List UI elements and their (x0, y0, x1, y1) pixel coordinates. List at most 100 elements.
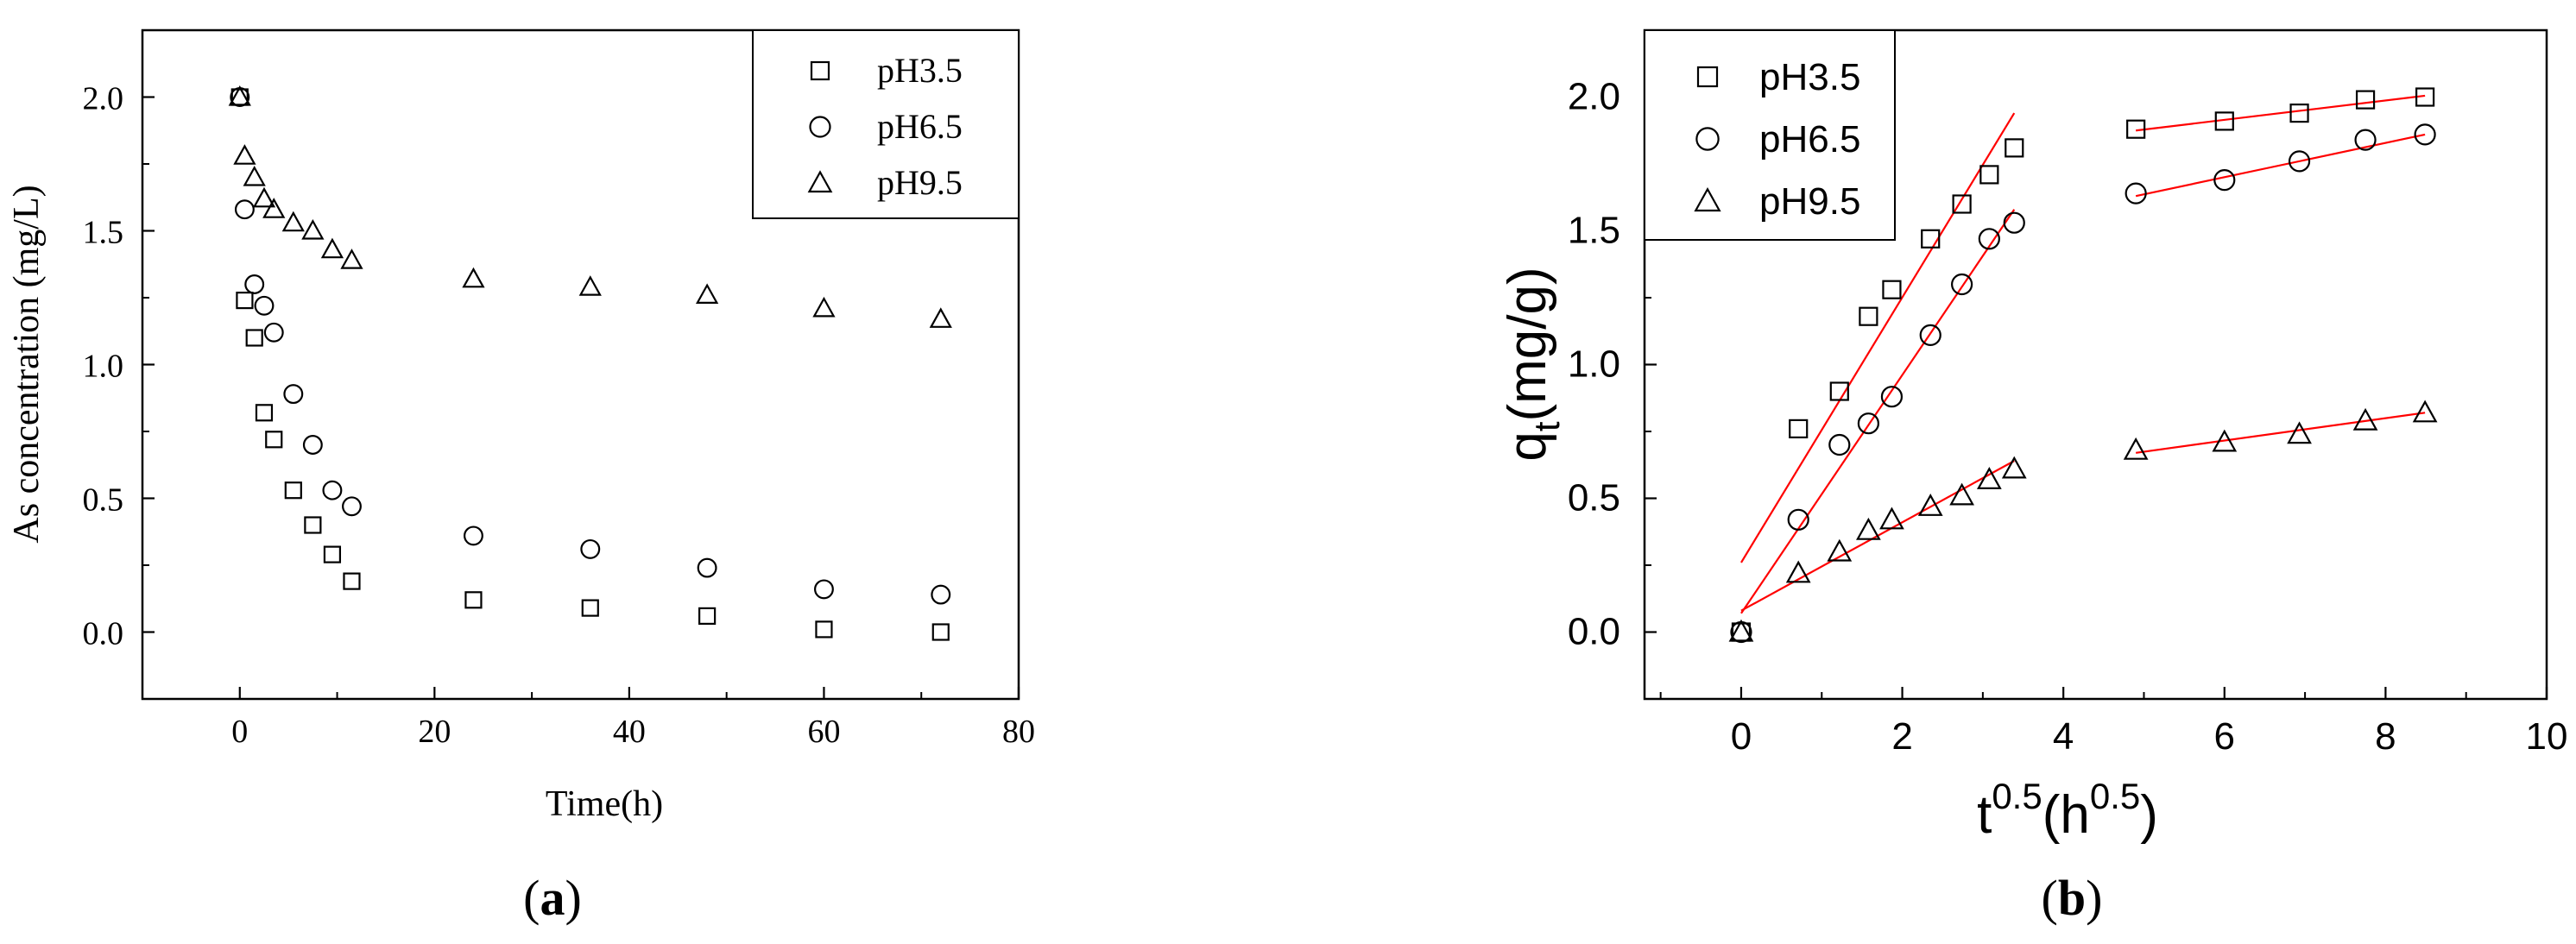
panel-b-point-s2-5 (1917, 494, 1943, 516)
panel-b-point-s2-6 (1949, 482, 1974, 506)
panel-a-x-tick-label-4: 80 (1002, 714, 1035, 750)
panel-a-point-s0-8 (343, 572, 361, 590)
panel-b-fit-line-0-0 (1740, 112, 2016, 563)
panel-a-data-points (228, 85, 952, 641)
panel-a-point-s2-2 (243, 165, 266, 186)
panel-b-x-tick-label-3: 6 (2214, 715, 2235, 758)
panel-a-legend-marker-1 (809, 116, 831, 138)
panel-a-point-s0-11 (698, 607, 717, 626)
panel-b-point-s0-1 (1789, 419, 1809, 438)
panel-a-point-s2-13 (929, 307, 952, 328)
panel-a-legend-marker-0 (810, 60, 830, 81)
panel-a-caption: (a) (523, 870, 582, 926)
panel-b-point-s0-4 (1882, 280, 1902, 299)
panel-a-y-tick-label-0: 0.0 (83, 616, 124, 652)
panel-a-point-s2-11 (695, 283, 719, 304)
panel-b-y-axis-label: qt(mg/g) (1498, 267, 1567, 461)
panel-a-legend-label-1: pH6.5 (877, 107, 963, 146)
panel-b-legend-marker-2 (1694, 186, 1721, 212)
panel-b-point-s2-3 (1856, 517, 1881, 540)
panel-a-point-s2-12 (812, 296, 836, 318)
panel-b-point-s2-4 (1879, 507, 1904, 530)
panel-a-point-s1-6 (302, 435, 323, 455)
panel-a-point-s2-6 (301, 218, 325, 240)
panel-b-point-s1-9 (2125, 182, 2147, 205)
panel-a-point-s1-7 (322, 480, 343, 500)
panel-b-point-s0-2 (1829, 381, 1849, 401)
panel-a-point-s1-1 (234, 199, 255, 220)
panel-a-point-s1-12 (813, 579, 834, 600)
panel-b-x-tick-label-5: 10 (2526, 715, 2568, 758)
panel-a-y-tick-label-3: 1.5 (83, 215, 124, 251)
panel-b-point-s0-9 (2126, 119, 2146, 139)
panel-b-point-s2-10 (2212, 429, 2238, 452)
panel-b-caption: (b) (2042, 870, 2103, 926)
panel-b-point-s1-7 (1978, 228, 2000, 250)
panel-a-point-s2-9 (462, 267, 485, 288)
panel-b-point-s1-6 (1951, 273, 1973, 296)
panel-a-legend-box (752, 29, 1020, 219)
panel-b-point-s1-8 (2003, 211, 2025, 234)
panel-a-legend-label-2: pH9.5 (877, 163, 963, 202)
panel-b-y-tick-label-3: 1.5 (1568, 210, 1620, 252)
panel-a-point-s2-5 (281, 211, 305, 232)
panel-a-point-s2-4 (262, 198, 286, 218)
panel-a-point-s1-8 (342, 496, 362, 517)
panel-b-point-s0-8 (2005, 138, 2024, 158)
panel-a-legend-marker-2 (807, 170, 833, 193)
panel-a-point-s0-9 (464, 591, 483, 609)
panel-b-y-tick-label-2: 1.0 (1568, 343, 1620, 386)
panel-a-y-tick-label-2: 1.0 (83, 349, 124, 385)
panel-b-fit-line-1-1 (2135, 133, 2426, 198)
panel-b-point-s1-4 (1880, 386, 1904, 408)
panel-b-y-tick-label-4: 2.0 (1568, 76, 1620, 118)
panel-b-point-s1-3 (1857, 412, 1879, 435)
panel-a-x-tick-label-0: 0 (231, 714, 248, 750)
panel-b-y-tick-label-1: 0.5 (1568, 477, 1620, 519)
panel-b-chart: 0 2 4 6 8 10 0.0 0.5 1.0 1.5 2.0 pH3.5 pH6.5 pH9.5… (1498, 28, 2568, 926)
panel-a-legend-markers (807, 60, 833, 193)
panel-a-point-s1-13 (931, 584, 951, 605)
panel-b-x-tick-label-0: 0 (1731, 715, 1752, 758)
panel-b-point-s2-8 (2001, 456, 2027, 479)
panel-b-x-axis-label: t0.5(h0.5) (1977, 776, 2158, 845)
panel-b-fit-line-0-1 (2136, 94, 2426, 132)
panel-a-point-s1-5 (283, 384, 304, 405)
panel-b-point-s2-13 (2412, 400, 2438, 423)
panel-b-point-s0-5 (1921, 229, 1941, 249)
panel-a-chart: 0 20 40 60 80 0.0 0.5 1.0 1.5 2.0 pH3.5 pH6.5 pH9… (7, 28, 1035, 926)
panel-b-legend-label-2: pH9.5 (1759, 180, 1860, 223)
panel-a-y-axis-label: As concentration (mg/L) (7, 185, 47, 543)
panel-b-point-s1-1 (1787, 508, 1809, 531)
panel-a-y-tick-label-4: 2.0 (83, 81, 124, 117)
panel-a-x-tick-label-3: 60 (807, 714, 840, 750)
panel-a-point-s0-5 (284, 481, 302, 500)
panel-b-legend-label-1: pH6.5 (1759, 118, 1860, 160)
panel-a-point-s0-3 (255, 404, 274, 422)
panel-b-y-tick-label-0: 0.0 (1568, 611, 1620, 653)
panel-a-legend: pH3.5 pH6.5 pH9.5 (752, 29, 1020, 219)
panel-b-point-s0-12 (2355, 90, 2376, 110)
panel-b-point-s2-7 (1976, 467, 2002, 489)
panel-a-point-s0-6 (304, 516, 322, 534)
panel-b-fit-line-2-1 (2136, 412, 2426, 454)
panel-a-point-s0-12 (815, 620, 833, 639)
panel-b-point-s2-1 (1785, 560, 1811, 583)
panel-b-legend: pH3.5 pH6.5 pH9.5 (1644, 29, 1896, 241)
panel-a-x-tick-label-2: 40 (613, 714, 646, 750)
panel-b-point-s1-5 (1919, 324, 1941, 346)
panel-a-point-s0-13 (931, 623, 950, 641)
panel-a-point-s2-10 (578, 275, 602, 296)
panel-b-legend-marker-0 (1696, 66, 1719, 88)
panel-b-point-s0-6 (1952, 194, 1972, 214)
panel-b-point-s0-7 (1979, 165, 1999, 185)
panel-b-point-s2-9 (2123, 437, 2149, 460)
panel-a-point-s2-8 (340, 249, 363, 269)
panel-b-point-s2-2 (1827, 538, 1853, 562)
panel-b-legend-marker-1 (1695, 127, 1720, 151)
panel-b-legend-markers (1694, 66, 1721, 212)
panel-a-point-s1-11 (697, 557, 717, 578)
panel-a-point-s1-3 (254, 295, 275, 316)
panel-a-ticks (142, 96, 1020, 699)
panel-b-point-s2-0 (1728, 619, 1754, 642)
